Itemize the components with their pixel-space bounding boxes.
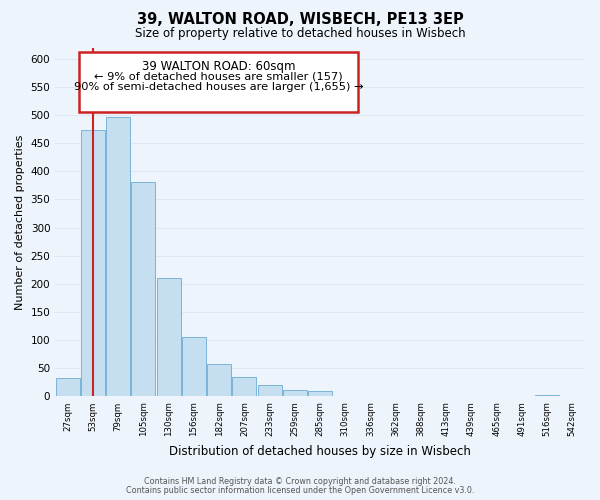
Bar bbox=[157, 278, 181, 396]
Text: ← 9% of detached houses are smaller (157): ← 9% of detached houses are smaller (157… bbox=[94, 71, 343, 81]
Bar bbox=[257, 384, 281, 396]
Bar bbox=[79, 52, 358, 112]
Bar bbox=[81, 130, 105, 396]
X-axis label: Distribution of detached houses by size in Wisbech: Distribution of detached houses by size … bbox=[169, 444, 471, 458]
Bar bbox=[207, 364, 231, 396]
Y-axis label: Number of detached properties: Number of detached properties bbox=[15, 134, 25, 310]
Text: 90% of semi-detached houses are larger (1,655) →: 90% of semi-detached houses are larger (… bbox=[74, 82, 363, 92]
Text: 39, WALTON ROAD, WISBECH, PE13 3EP: 39, WALTON ROAD, WISBECH, PE13 3EP bbox=[137, 12, 463, 28]
Bar bbox=[308, 391, 332, 396]
Bar bbox=[106, 116, 130, 396]
Text: Contains public sector information licensed under the Open Government Licence v3: Contains public sector information licen… bbox=[126, 486, 474, 495]
Bar bbox=[131, 182, 155, 396]
Bar bbox=[283, 390, 307, 396]
Bar bbox=[232, 376, 256, 396]
Bar bbox=[182, 337, 206, 396]
Text: 39 WALTON ROAD: 60sqm: 39 WALTON ROAD: 60sqm bbox=[142, 60, 295, 73]
Text: Size of property relative to detached houses in Wisbech: Size of property relative to detached ho… bbox=[134, 28, 466, 40]
Text: Contains HM Land Registry data © Crown copyright and database right 2024.: Contains HM Land Registry data © Crown c… bbox=[144, 477, 456, 486]
Bar bbox=[56, 378, 80, 396]
